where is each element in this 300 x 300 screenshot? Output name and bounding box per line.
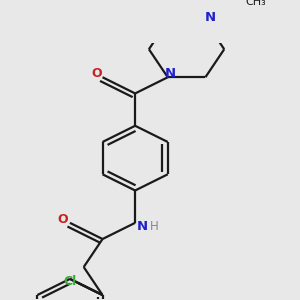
- Text: N: N: [136, 220, 148, 233]
- Text: O: O: [58, 213, 68, 226]
- Text: H: H: [150, 220, 158, 233]
- Text: CH₃: CH₃: [245, 0, 266, 8]
- Text: N: N: [165, 68, 176, 80]
- Text: Cl: Cl: [64, 275, 77, 288]
- Text: N: N: [205, 11, 216, 24]
- Text: O: O: [91, 68, 102, 80]
